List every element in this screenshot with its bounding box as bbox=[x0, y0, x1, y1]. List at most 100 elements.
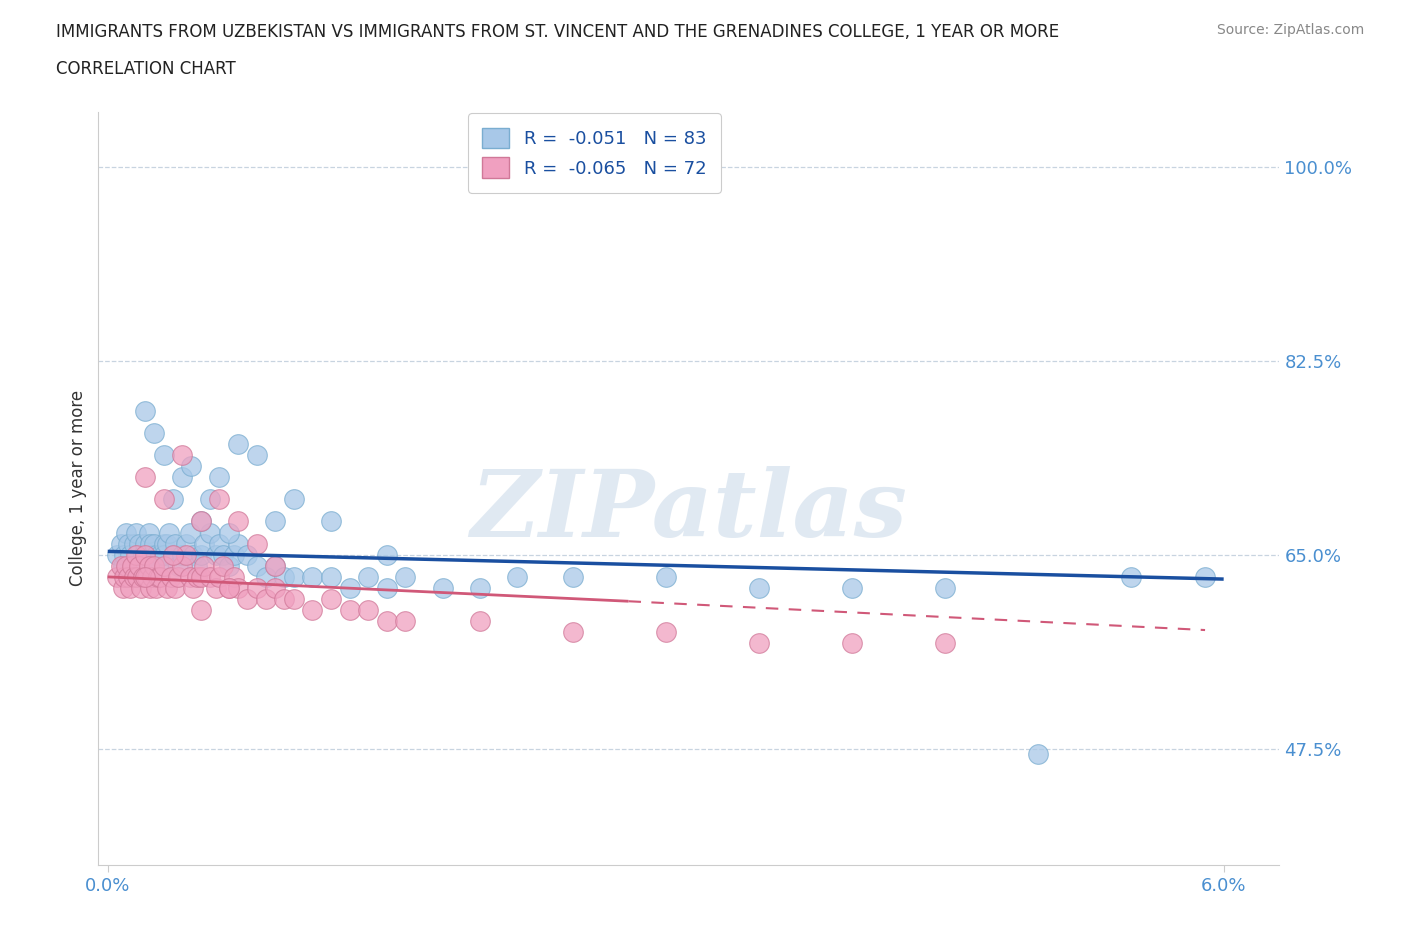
Point bbox=[160, 569, 183, 584]
Point bbox=[134, 537, 156, 551]
Point bbox=[122, 569, 145, 584]
Point bbox=[118, 580, 141, 595]
Point bbox=[174, 547, 197, 562]
Point bbox=[152, 447, 174, 462]
Point bbox=[172, 447, 194, 462]
Point bbox=[212, 547, 235, 562]
Point bbox=[394, 569, 416, 584]
Point bbox=[190, 603, 212, 618]
Point bbox=[138, 558, 160, 573]
Point bbox=[841, 580, 863, 595]
Point bbox=[1194, 569, 1216, 584]
Point bbox=[156, 580, 179, 595]
Point bbox=[105, 569, 128, 584]
Point bbox=[167, 569, 190, 584]
Point bbox=[301, 569, 323, 584]
Point bbox=[180, 458, 202, 473]
Point bbox=[128, 558, 150, 573]
Point bbox=[357, 603, 380, 618]
Point bbox=[841, 636, 863, 651]
Point bbox=[172, 470, 194, 485]
Point bbox=[129, 580, 152, 595]
Point bbox=[129, 558, 152, 573]
Point bbox=[143, 537, 166, 551]
Point bbox=[124, 525, 146, 540]
Point bbox=[152, 537, 174, 551]
Point bbox=[122, 537, 145, 551]
Point bbox=[190, 569, 212, 584]
Point bbox=[934, 636, 956, 651]
Point bbox=[208, 537, 231, 551]
Point bbox=[190, 514, 212, 529]
Point bbox=[226, 514, 249, 529]
Point bbox=[212, 558, 235, 573]
Point bbox=[561, 569, 583, 584]
Point bbox=[319, 514, 342, 529]
Point bbox=[506, 569, 529, 584]
Point bbox=[143, 558, 166, 573]
Point bbox=[138, 525, 160, 540]
Point bbox=[245, 580, 267, 595]
Point bbox=[167, 558, 190, 573]
Point bbox=[135, 547, 157, 562]
Text: CORRELATION CHART: CORRELATION CHART bbox=[56, 60, 236, 78]
Point bbox=[111, 580, 134, 595]
Point bbox=[132, 569, 155, 584]
Point bbox=[146, 569, 169, 584]
Point bbox=[127, 547, 149, 562]
Point bbox=[128, 537, 150, 551]
Point bbox=[174, 537, 197, 551]
Point bbox=[127, 569, 149, 584]
Point bbox=[218, 558, 240, 573]
Point bbox=[357, 569, 380, 584]
Point bbox=[654, 569, 676, 584]
Point bbox=[245, 558, 267, 573]
Point bbox=[121, 558, 143, 573]
Point bbox=[254, 591, 277, 606]
Point bbox=[245, 447, 267, 462]
Point bbox=[283, 569, 305, 584]
Point bbox=[141, 569, 163, 584]
Point bbox=[121, 558, 143, 573]
Point bbox=[224, 547, 246, 562]
Point bbox=[134, 470, 156, 485]
Point bbox=[375, 547, 398, 562]
Point bbox=[218, 580, 240, 595]
Text: ZIPatlas: ZIPatlas bbox=[471, 466, 907, 556]
Point bbox=[319, 591, 342, 606]
Point bbox=[157, 525, 180, 540]
Point bbox=[236, 591, 259, 606]
Point bbox=[190, 547, 212, 562]
Point bbox=[105, 547, 128, 562]
Point bbox=[143, 425, 166, 440]
Point bbox=[283, 591, 305, 606]
Point bbox=[172, 547, 194, 562]
Point bbox=[198, 525, 221, 540]
Point bbox=[1026, 747, 1049, 762]
Point bbox=[204, 547, 226, 562]
Point bbox=[283, 492, 305, 507]
Point bbox=[198, 492, 221, 507]
Point bbox=[181, 547, 204, 562]
Point bbox=[115, 525, 138, 540]
Point bbox=[163, 537, 186, 551]
Point bbox=[145, 580, 167, 595]
Point bbox=[115, 558, 138, 573]
Point bbox=[375, 580, 398, 595]
Point bbox=[162, 492, 184, 507]
Point bbox=[139, 580, 162, 595]
Text: Source: ZipAtlas.com: Source: ZipAtlas.com bbox=[1216, 23, 1364, 37]
Point bbox=[236, 547, 259, 562]
Point bbox=[339, 580, 361, 595]
Point bbox=[110, 558, 132, 573]
Point bbox=[264, 558, 287, 573]
Point bbox=[273, 569, 295, 584]
Point bbox=[149, 547, 172, 562]
Point bbox=[561, 625, 583, 640]
Point bbox=[394, 614, 416, 629]
Point bbox=[208, 492, 231, 507]
Point bbox=[273, 591, 295, 606]
Point bbox=[224, 569, 246, 584]
Point bbox=[117, 537, 139, 551]
Point bbox=[114, 547, 136, 562]
